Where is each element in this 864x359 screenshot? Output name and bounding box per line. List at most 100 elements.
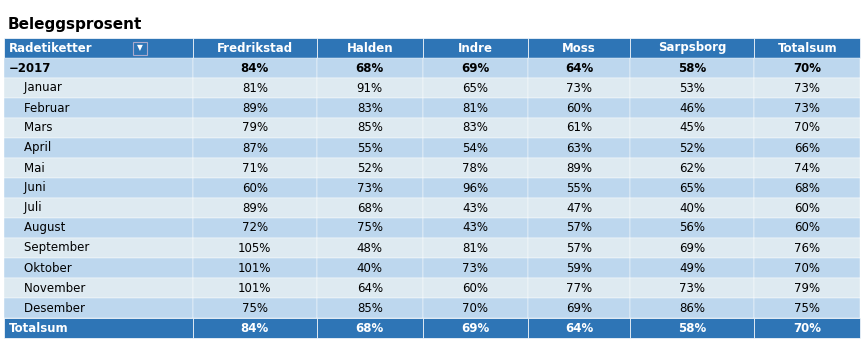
Bar: [528, 298, 630, 318]
Text: Moss: Moss: [562, 42, 596, 55]
Bar: [754, 38, 860, 58]
Text: Beleggsprosent: Beleggsprosent: [8, 17, 143, 32]
Text: 81%: 81%: [242, 81, 268, 94]
Text: Oktober: Oktober: [9, 261, 72, 275]
Bar: [4, 78, 193, 98]
Text: 89%: 89%: [242, 201, 268, 214]
Text: 55%: 55%: [566, 182, 592, 195]
Bar: [193, 218, 317, 238]
Bar: [193, 318, 317, 338]
Bar: [630, 138, 754, 158]
Bar: [528, 138, 630, 158]
Text: 63%: 63%: [566, 141, 592, 154]
Text: 70%: 70%: [794, 121, 820, 135]
Text: 68%: 68%: [794, 182, 820, 195]
Bar: [754, 98, 860, 118]
Bar: [193, 278, 317, 298]
Bar: [528, 258, 630, 278]
Bar: [133, 42, 147, 55]
Text: 54%: 54%: [462, 141, 488, 154]
Bar: [317, 98, 422, 118]
Bar: [630, 198, 754, 218]
Bar: [422, 298, 528, 318]
Bar: [754, 158, 860, 178]
Text: 53%: 53%: [679, 81, 705, 94]
Text: ▼: ▼: [137, 43, 143, 52]
Text: Juni: Juni: [9, 182, 46, 195]
Text: 74%: 74%: [794, 162, 820, 174]
Text: 87%: 87%: [242, 141, 268, 154]
Text: 89%: 89%: [242, 102, 268, 115]
Text: 40%: 40%: [357, 261, 383, 275]
Bar: [528, 278, 630, 298]
Text: 69%: 69%: [461, 61, 490, 75]
Bar: [630, 58, 754, 78]
Bar: [4, 318, 193, 338]
Bar: [630, 118, 754, 138]
Text: 73%: 73%: [566, 81, 592, 94]
Bar: [193, 118, 317, 138]
Text: 84%: 84%: [241, 322, 269, 335]
Bar: [422, 278, 528, 298]
Bar: [528, 178, 630, 198]
Text: Totalsum: Totalsum: [9, 322, 68, 335]
Bar: [754, 218, 860, 238]
Text: 89%: 89%: [566, 162, 592, 174]
Text: 83%: 83%: [357, 102, 383, 115]
Text: −2017: −2017: [9, 61, 51, 75]
Bar: [193, 258, 317, 278]
Text: Radetiketter: Radetiketter: [9, 42, 92, 55]
Bar: [4, 158, 193, 178]
Text: 65%: 65%: [679, 182, 705, 195]
Text: 77%: 77%: [566, 281, 592, 294]
Bar: [193, 178, 317, 198]
Bar: [317, 178, 422, 198]
Text: 56%: 56%: [679, 222, 705, 234]
Bar: [193, 298, 317, 318]
Text: 78%: 78%: [462, 162, 488, 174]
Bar: [193, 58, 317, 78]
Bar: [630, 78, 754, 98]
Bar: [528, 98, 630, 118]
Bar: [528, 118, 630, 138]
Bar: [630, 38, 754, 58]
Text: 49%: 49%: [679, 261, 705, 275]
Text: 73%: 73%: [794, 102, 820, 115]
Text: 68%: 68%: [356, 322, 384, 335]
Text: 60%: 60%: [566, 102, 592, 115]
Bar: [193, 98, 317, 118]
Bar: [193, 38, 317, 58]
Bar: [317, 218, 422, 238]
Bar: [422, 318, 528, 338]
Text: April: April: [9, 141, 51, 154]
Bar: [4, 218, 193, 238]
Text: Totalsum: Totalsum: [778, 42, 837, 55]
Bar: [4, 298, 193, 318]
Bar: [754, 118, 860, 138]
Text: Halden: Halden: [346, 42, 393, 55]
Bar: [4, 138, 193, 158]
Bar: [422, 178, 528, 198]
Bar: [317, 118, 422, 138]
Text: 47%: 47%: [566, 201, 592, 214]
Bar: [630, 238, 754, 258]
Bar: [4, 258, 193, 278]
Bar: [528, 198, 630, 218]
Text: September: September: [9, 242, 89, 255]
Text: 73%: 73%: [357, 182, 383, 195]
Text: 59%: 59%: [566, 261, 592, 275]
Bar: [317, 198, 422, 218]
Bar: [193, 238, 317, 258]
Bar: [4, 178, 193, 198]
Bar: [422, 98, 528, 118]
Text: 85%: 85%: [357, 302, 383, 314]
Text: 73%: 73%: [679, 281, 705, 294]
Bar: [630, 218, 754, 238]
Text: 68%: 68%: [357, 201, 383, 214]
Bar: [754, 258, 860, 278]
Bar: [754, 138, 860, 158]
Text: 70%: 70%: [793, 61, 821, 75]
Text: 43%: 43%: [462, 201, 488, 214]
Bar: [317, 238, 422, 258]
Text: 60%: 60%: [242, 182, 268, 195]
